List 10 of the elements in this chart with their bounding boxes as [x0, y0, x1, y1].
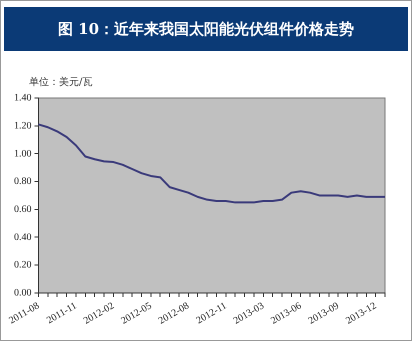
y-tick-label: 0.40 [14, 232, 32, 243]
y-axis-title: 单位：美元/瓦 [29, 76, 92, 89]
y-tick-label: 1.20 [14, 120, 32, 132]
y-tick-label: 0.00 [14, 288, 32, 299]
y-tick-label: 0.20 [14, 260, 32, 271]
y-tick-label: 1.00 [14, 148, 32, 160]
chart-title: 图 10：近年来我国太阳能光伏组件价格走势 [4, 7, 408, 51]
y-tick-label: 0.60 [14, 204, 32, 216]
y-tick-label: 0.80 [14, 176, 32, 188]
y-tick-label: 1.40 [14, 92, 32, 104]
